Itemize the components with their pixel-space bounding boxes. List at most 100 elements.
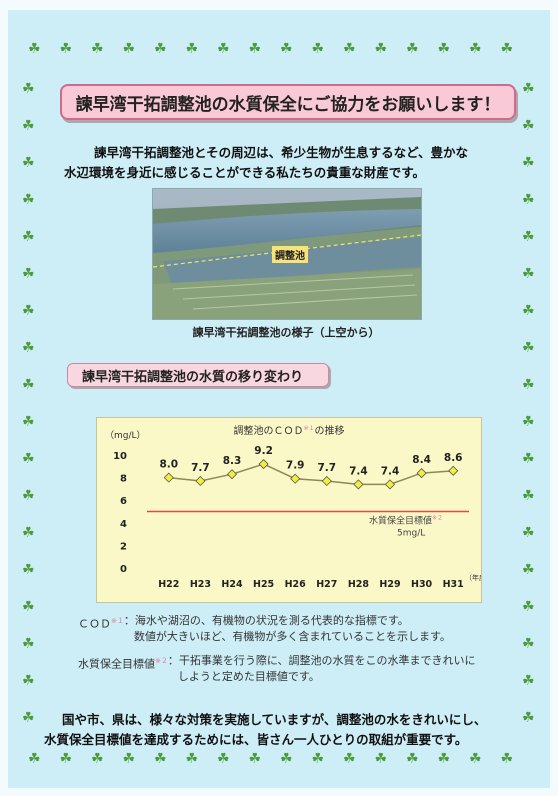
chart-title: 調整池のＣＯＤ※１の推移 bbox=[233, 424, 344, 437]
x-tick-label: H28 bbox=[348, 579, 370, 590]
intro-line-1: 諫早湾干拓調整池とその周辺は、希少生物が生息するなど、豊かな bbox=[94, 145, 469, 160]
cod-data-point bbox=[384, 479, 396, 490]
note-cod: ＣＯＤ※１ ：海水や湖沼の、有機物の状況を測る代表的な指標です。 数値が大きいほど… bbox=[78, 613, 538, 645]
seedling-icon: ☘ bbox=[22, 636, 35, 652]
seedling-icon: ☘ bbox=[522, 414, 535, 430]
photo-caption: 諫早湾干拓調整池の様子（上空から） bbox=[192, 326, 380, 339]
seedling-icon: ☘ bbox=[91, 41, 104, 57]
seedling-icon: ☘ bbox=[22, 673, 35, 689]
cod-data-label: 8.3 bbox=[223, 455, 242, 467]
seedling-icon: ☘ bbox=[311, 41, 325, 57]
cod-chart-panel: 調整池のＣＯＤ※１の推移 （mg/L） 0 2 4 6 8 10 H22 H23 H24 H25 H26… bbox=[96, 417, 493, 603]
x-tick-label: H30 bbox=[411, 579, 433, 590]
note-cod-text-2: 数値が大きいほど、有機物が多く含まれていることを示します。 bbox=[133, 630, 451, 643]
seedling-icon: ☘ bbox=[154, 751, 167, 767]
seedling-icon: ☘ bbox=[374, 751, 388, 767]
cod-data-label: 7.7 bbox=[317, 462, 336, 474]
note-target-mark: ※２ bbox=[155, 657, 168, 665]
cod-data-label: 8.0 bbox=[159, 459, 178, 471]
seedling-icon: ☘ bbox=[22, 599, 35, 615]
x-tick-label: H23 bbox=[190, 579, 211, 590]
seedling-icon: ☘ bbox=[522, 488, 535, 504]
seedling-icon: ☘ bbox=[248, 41, 262, 57]
seedling-icon: ☘ bbox=[22, 525, 35, 541]
x-tick-label: H29 bbox=[379, 579, 400, 590]
cod-data-point bbox=[321, 475, 332, 487]
cod-data-label: 7.4 bbox=[349, 465, 368, 477]
x-tick-label: H22 bbox=[158, 579, 179, 590]
seedling-icon: ☘ bbox=[22, 710, 35, 726]
chart-title-mark: ※１ bbox=[303, 425, 314, 432]
seedling-icon: ☘ bbox=[522, 377, 535, 393]
notes: ＣＯＤ※１ ：海水や湖沼の、有機物の状況を測る代表的な指標です。 数値が大きいほど… bbox=[78, 613, 538, 693]
cod-line-chart: 調整池のＣＯＤ※１の推移 （mg/L） 0 2 4 6 8 10 H22 H23 H24 H25 H26… bbox=[105, 424, 493, 590]
note-cod-body: ：海水や湖沼の、有機物の状況を測る代表的な指標です。 数値が大きいほど、有機物が多… bbox=[124, 613, 451, 645]
seedling-icon: ☘ bbox=[22, 118, 35, 134]
y-tick-label: 6 bbox=[120, 496, 127, 507]
seedling-icon: ☘ bbox=[522, 562, 535, 578]
seedling-icon: ☘ bbox=[522, 303, 535, 319]
seedling-icon: ☘ bbox=[522, 266, 535, 282]
section-banner: 諫早湾干拓調整池の水質の移り変わり bbox=[67, 363, 329, 387]
closing-text: 国や市、県は、様々な対策を実施していますが、調整池の水をきれいにし、 水質保全目… bbox=[44, 710, 522, 750]
aerial-photo-image bbox=[153, 189, 421, 319]
seedling-icon: ☘ bbox=[217, 41, 230, 57]
note-target-text-2: しようと定めた目標値です。 bbox=[177, 670, 320, 683]
cod-data-label: 9.2 bbox=[254, 445, 273, 457]
x-tick-label: H26 bbox=[285, 579, 307, 590]
cod-data-point bbox=[448, 465, 459, 476]
seedling-icon: ☘ bbox=[522, 229, 535, 245]
closing-line-2: 水質保全目標値を達成するためには、皆さん一人ひとりの取組が重要です。 bbox=[44, 732, 468, 747]
cod-data-point bbox=[353, 479, 364, 490]
seedling-icon: ☘ bbox=[280, 41, 293, 57]
cod-data-point bbox=[290, 473, 301, 484]
seedling-icon: ☘ bbox=[522, 192, 535, 208]
seedling-icon: ☘ bbox=[22, 81, 35, 97]
seedling-icon: ☘ bbox=[217, 751, 230, 767]
seedling-icon: ☘ bbox=[522, 525, 535, 541]
seedling-icon: ☘ bbox=[374, 41, 388, 57]
x-tick-label: H31 bbox=[443, 579, 464, 590]
y-tick-label: 4 bbox=[120, 519, 127, 530]
seedling-icon: ☘ bbox=[185, 751, 199, 767]
cod-data-point bbox=[195, 475, 206, 487]
x-tick-label: H25 bbox=[253, 579, 274, 590]
note-cod-mark: ※１ bbox=[111, 617, 124, 625]
section-title: 諫早湾干拓調整池の水質の移り変わり bbox=[82, 369, 304, 385]
seedling-icon: ☘ bbox=[522, 710, 535, 726]
closing-line-1: 国や市、県は、様々な対策を実施していますが、調整池の水をきれいにし、 bbox=[62, 712, 487, 727]
seedling-icon: ☘ bbox=[28, 751, 41, 767]
note-target-term-text: 水質保全目標値 bbox=[78, 657, 155, 671]
seedling-icon: ☘ bbox=[22, 266, 35, 282]
seedling-icon: ☘ bbox=[22, 340, 35, 356]
seedling-icon: ☘ bbox=[522, 81, 535, 97]
seedling-icon: ☘ bbox=[22, 377, 35, 393]
seedling-icon: ☘ bbox=[437, 751, 451, 767]
seedling-icon: ☘ bbox=[469, 41, 482, 57]
seedling-icon: ☘ bbox=[22, 303, 35, 319]
seedling-icon: ☘ bbox=[22, 229, 35, 245]
seedling-icon: ☘ bbox=[22, 451, 35, 467]
seedling-icon: ☘ bbox=[22, 155, 35, 171]
note-target-text-1: ：干拓事業を行う際に、調整池の水質をこの水準まできれいに bbox=[167, 654, 476, 667]
seedling-icon: ☘ bbox=[22, 488, 35, 504]
cod-data-point bbox=[163, 472, 174, 483]
seedling-icon: ☘ bbox=[154, 41, 167, 57]
seedling-icon: ☘ bbox=[185, 41, 199, 57]
cod-data-point bbox=[258, 458, 269, 470]
cod-data-label: 7.7 bbox=[191, 462, 210, 474]
y-tick-label: 10 bbox=[113, 451, 127, 462]
seedling-icon: ☘ bbox=[343, 41, 356, 57]
intro-line-2: 水辺環境を身近に感じることができる私たちの貴重な財産です。 bbox=[64, 165, 426, 180]
note-target-body: ：干拓事業を行う際に、調整池の水質をこの水準まできれいにしようと定めた目標値です… bbox=[168, 653, 476, 685]
chart-title-suffix: の推移 bbox=[315, 424, 345, 437]
target-label-text: 水質保全目標値 bbox=[369, 515, 432, 527]
cod-data-point bbox=[226, 469, 238, 480]
cod-data-label: 7.4 bbox=[381, 465, 400, 477]
note-cod-term-text: ＣＯＤ bbox=[78, 617, 111, 631]
seedling-icon: ☘ bbox=[469, 751, 482, 767]
cod-data-label: 7.9 bbox=[286, 460, 305, 472]
seedling-icon: ☘ bbox=[248, 751, 262, 767]
seedling-icon: ☘ bbox=[28, 41, 41, 57]
seedling-icon: ☘ bbox=[311, 751, 325, 767]
